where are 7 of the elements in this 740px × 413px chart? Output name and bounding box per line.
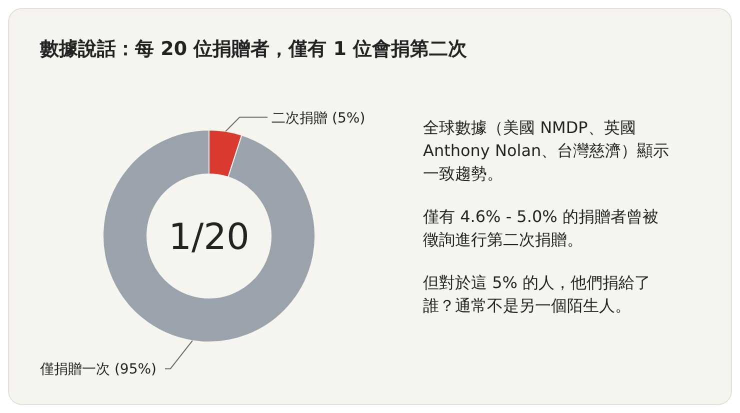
text: 僅有 4.6% - 5.0% 的捐贈者曾被徵詢進行第二次捐贈。 [423,206,660,251]
text: 但對於這 5% 的人，他們捐給了誰？通常不是另一個陌生人。 [423,272,652,317]
chart-title: 數據說話：每 20 位捐贈者，僅有 1 位會捐第二次 [40,37,468,62]
text: 全球數據（美國 NMDP、英國 Anthony Nolan、台灣慈濟）顯示一致趨勢。 [423,117,670,185]
slice-label: 僅捐贈一次 (95%) [39,362,156,378]
slice-label: 二次捐贈 (5%) [272,110,366,126]
text: 1/20 [168,217,250,258]
